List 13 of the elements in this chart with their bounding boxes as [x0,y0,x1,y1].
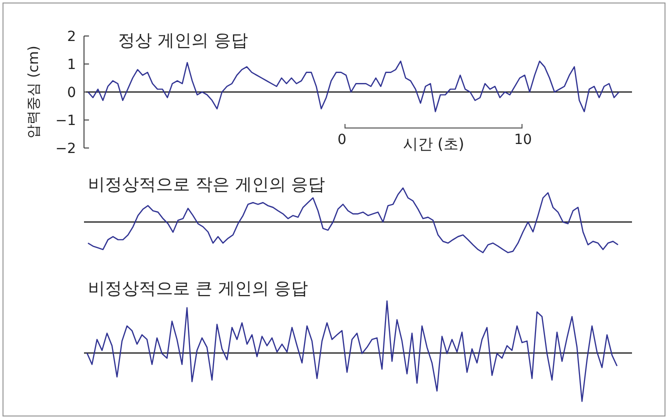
annotation: 10 [514,132,532,148]
chart-title: 비정상적으로 작은 게인의 응답 [88,175,326,195]
y-axis-title: 압력중심 (cm) [26,46,42,138]
y-tick-label: −1 [55,113,76,129]
y-tick-label: 0 [67,85,76,101]
annotation: 시간 (초) [402,135,464,153]
y-tick-label: 1 [67,57,76,73]
y-tick-label: −2 [55,141,76,157]
chart-title: 정상 게인의 응답 [118,31,248,51]
annotation: 0 [338,132,346,148]
chart-title: 비정상적으로 큰 게인의 응답 [88,279,308,299]
y-tick-label: 2 [67,29,76,45]
line-series [87,60,620,112]
